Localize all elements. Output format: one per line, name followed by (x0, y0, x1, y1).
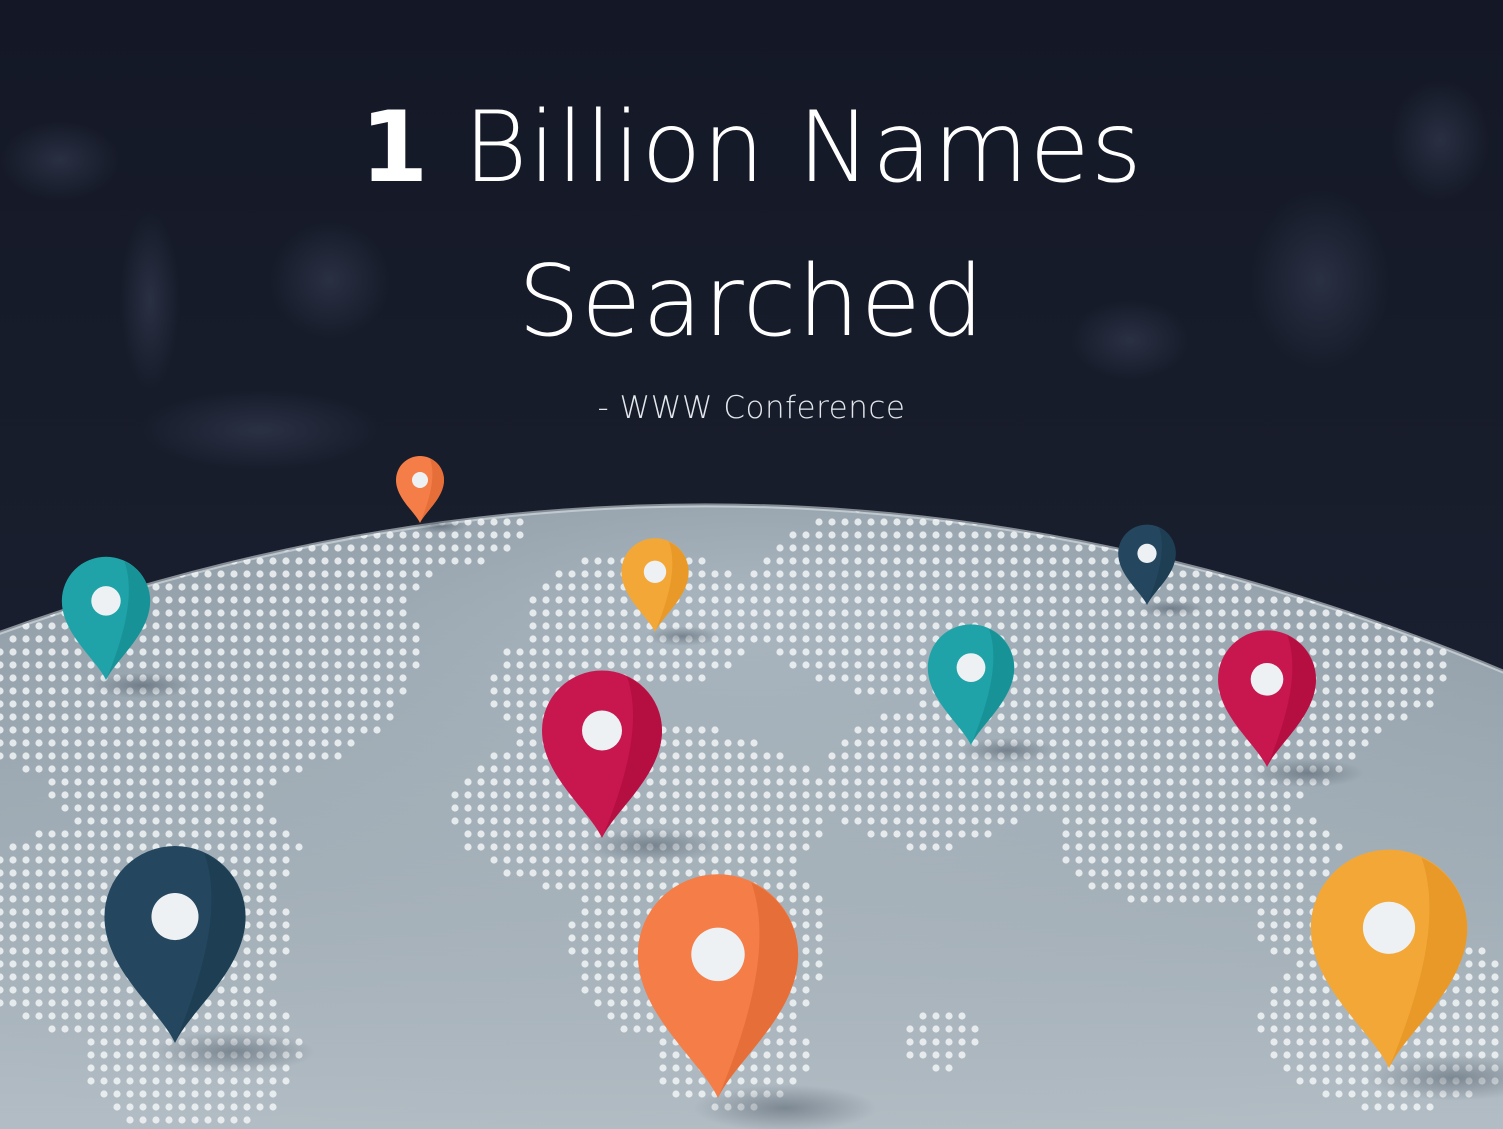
pin-europe-yellow (621, 538, 689, 632)
pin-russia-navy-shadow (1138, 600, 1204, 617)
pin-russia-navy (1118, 524, 1176, 605)
pin-south-africa-orange-shadow (692, 1084, 877, 1129)
title-line-1-text: Billion Names (463, 91, 1143, 205)
pin-north-america-teal-shadow (92, 672, 194, 699)
pin-africa-crimson-shadow (583, 828, 721, 863)
pin-europe-yellow-shadow (644, 626, 722, 646)
background-bokeh (0, 80, 1490, 470)
pin-asia-teal-shadow (957, 737, 1057, 764)
location-pins (61, 456, 1468, 1098)
globe (0, 503, 1503, 1129)
pin-east-asia-crimson-shadow (1251, 758, 1364, 788)
pin-australia-yellow-shadow (1364, 1054, 1503, 1101)
pin-africa-crimson (542, 670, 662, 838)
pin-greenland-orange-shadow (412, 519, 468, 533)
pin-north-america-teal (61, 556, 151, 680)
attribution: - WWW Conference (597, 390, 906, 426)
title-line-1: 1 Billion Names (0, 78, 1503, 218)
pin-asia-teal (927, 624, 1015, 745)
pin-greenland-orange (396, 456, 444, 523)
pin-australia-yellow (1310, 849, 1468, 1068)
pin-south-america-navy (104, 846, 246, 1043)
title-number: 1 (360, 91, 430, 205)
pin-shadows (92, 519, 1503, 1129)
pin-south-america-navy-shadow (152, 1031, 315, 1073)
pin-south-africa-orange (637, 874, 799, 1098)
pin-east-asia-crimson (1218, 630, 1316, 767)
title-line-2: Searched (517, 245, 986, 359)
